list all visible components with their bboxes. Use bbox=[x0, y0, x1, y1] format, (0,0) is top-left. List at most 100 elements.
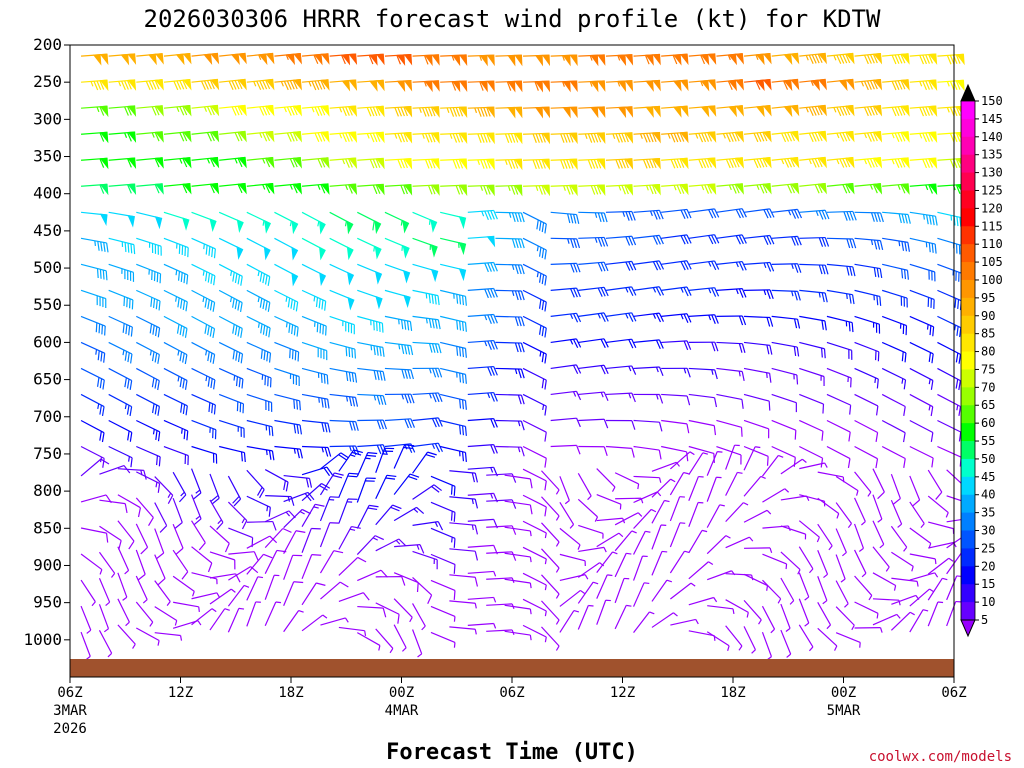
barb-feather bbox=[431, 418, 437, 428]
barb-pennant bbox=[403, 106, 413, 118]
barb-feather bbox=[903, 379, 907, 390]
barb-half-feather bbox=[751, 574, 754, 581]
barb-half-feather bbox=[91, 601, 96, 607]
barb-feather bbox=[427, 594, 433, 605]
barb-shaft bbox=[163, 315, 188, 329]
wind-barb bbox=[725, 599, 749, 618]
barb-pennant bbox=[873, 157, 883, 169]
wind-barb bbox=[633, 131, 661, 144]
barb-shaft bbox=[449, 626, 476, 630]
barb-feather bbox=[541, 133, 546, 143]
barb-feather bbox=[875, 458, 879, 469]
barb-feather bbox=[293, 423, 297, 434]
barb-half-feather bbox=[684, 550, 690, 554]
wind-barb bbox=[246, 367, 272, 388]
wind-barb bbox=[614, 577, 630, 604]
barb-feather bbox=[955, 106, 961, 116]
barb-half-feather bbox=[389, 648, 394, 654]
barb-feather bbox=[124, 80, 129, 90]
barb-feather bbox=[317, 132, 323, 142]
barb-feather bbox=[392, 504, 402, 510]
barb-feather bbox=[680, 235, 686, 245]
barb-feather bbox=[182, 80, 188, 90]
wind-barb bbox=[882, 237, 911, 252]
wind-barb bbox=[246, 535, 278, 549]
barb-pennant bbox=[452, 54, 461, 67]
barb-half-feather bbox=[175, 296, 178, 302]
barb-pennant bbox=[291, 220, 299, 235]
barb-feather bbox=[600, 212, 605, 223]
wind-barb bbox=[826, 367, 852, 388]
barb-half-feather bbox=[517, 420, 521, 427]
barb-feather bbox=[423, 55, 429, 65]
barb-half-feather bbox=[655, 366, 659, 373]
barb-half-feather bbox=[649, 210, 653, 217]
barb-feather bbox=[624, 132, 629, 143]
barb-pennant bbox=[403, 294, 411, 309]
barb-feather bbox=[332, 474, 343, 479]
barb-shaft bbox=[172, 575, 195, 592]
colorbar-label: 150 bbox=[981, 94, 1003, 108]
barb-feather bbox=[416, 506, 425, 515]
wind-barb bbox=[191, 393, 216, 415]
barb-shaft bbox=[771, 289, 798, 292]
barb-feather bbox=[728, 158, 734, 168]
wind-barb bbox=[633, 508, 657, 529]
wind-barb bbox=[412, 315, 441, 330]
barb-shaft bbox=[669, 472, 685, 496]
wind-barb bbox=[338, 472, 359, 498]
wind-barb bbox=[937, 445, 962, 467]
barb-feather bbox=[876, 212, 881, 223]
wind-barb bbox=[550, 80, 578, 93]
barb-shaft bbox=[688, 419, 715, 427]
wind-barb bbox=[707, 605, 735, 615]
wind-barb bbox=[909, 501, 925, 528]
barb-feather bbox=[157, 406, 160, 416]
barb-shaft bbox=[246, 315, 271, 329]
barb-feather bbox=[791, 236, 796, 246]
barb-half-feather bbox=[177, 350, 180, 356]
y-tick-label: 950 bbox=[33, 593, 62, 612]
wind-barb bbox=[117, 598, 130, 627]
wind-barb bbox=[835, 606, 855, 631]
barb-half-feather bbox=[149, 350, 152, 356]
barb-shaft bbox=[578, 236, 605, 239]
barb-feather bbox=[824, 210, 830, 220]
barb-pennant bbox=[486, 235, 496, 248]
barb-feather bbox=[262, 325, 266, 335]
wind-barb bbox=[661, 53, 689, 66]
colorbar-swatch bbox=[961, 530, 975, 549]
barb-shaft bbox=[725, 444, 736, 470]
wind-barb bbox=[135, 497, 154, 526]
barb-shaft bbox=[578, 211, 605, 214]
wind-barb bbox=[578, 338, 609, 349]
barb-feather bbox=[520, 212, 525, 223]
barb-shaft bbox=[669, 550, 685, 574]
barb-shaft bbox=[835, 476, 859, 492]
barb-feather bbox=[101, 324, 104, 335]
wind-barb bbox=[264, 527, 292, 549]
barb-pennant bbox=[735, 79, 744, 91]
wind-barb bbox=[412, 521, 444, 531]
barb-shaft bbox=[909, 501, 925, 524]
wind-barb bbox=[163, 289, 188, 312]
barb-pennant bbox=[293, 78, 302, 91]
barb-half-feather bbox=[911, 566, 914, 572]
wind-barb bbox=[706, 450, 723, 476]
wind-barb bbox=[108, 157, 137, 169]
barb-feather bbox=[480, 159, 485, 169]
barb-shaft bbox=[937, 393, 961, 408]
wind-barb bbox=[688, 105, 717, 118]
barb-shaft bbox=[762, 488, 786, 503]
barb-feather bbox=[846, 266, 850, 276]
barb-half-feather bbox=[863, 159, 868, 165]
wind-barb bbox=[743, 599, 762, 625]
y-tick-label: 450 bbox=[33, 221, 62, 240]
wind-barb bbox=[605, 260, 637, 271]
barb-feather bbox=[769, 373, 772, 383]
barb-feather bbox=[644, 55, 650, 65]
wind-barb bbox=[890, 499, 903, 528]
barb-half-feather bbox=[339, 133, 343, 139]
barb-feather bbox=[708, 209, 714, 219]
barb-feather bbox=[382, 419, 387, 430]
